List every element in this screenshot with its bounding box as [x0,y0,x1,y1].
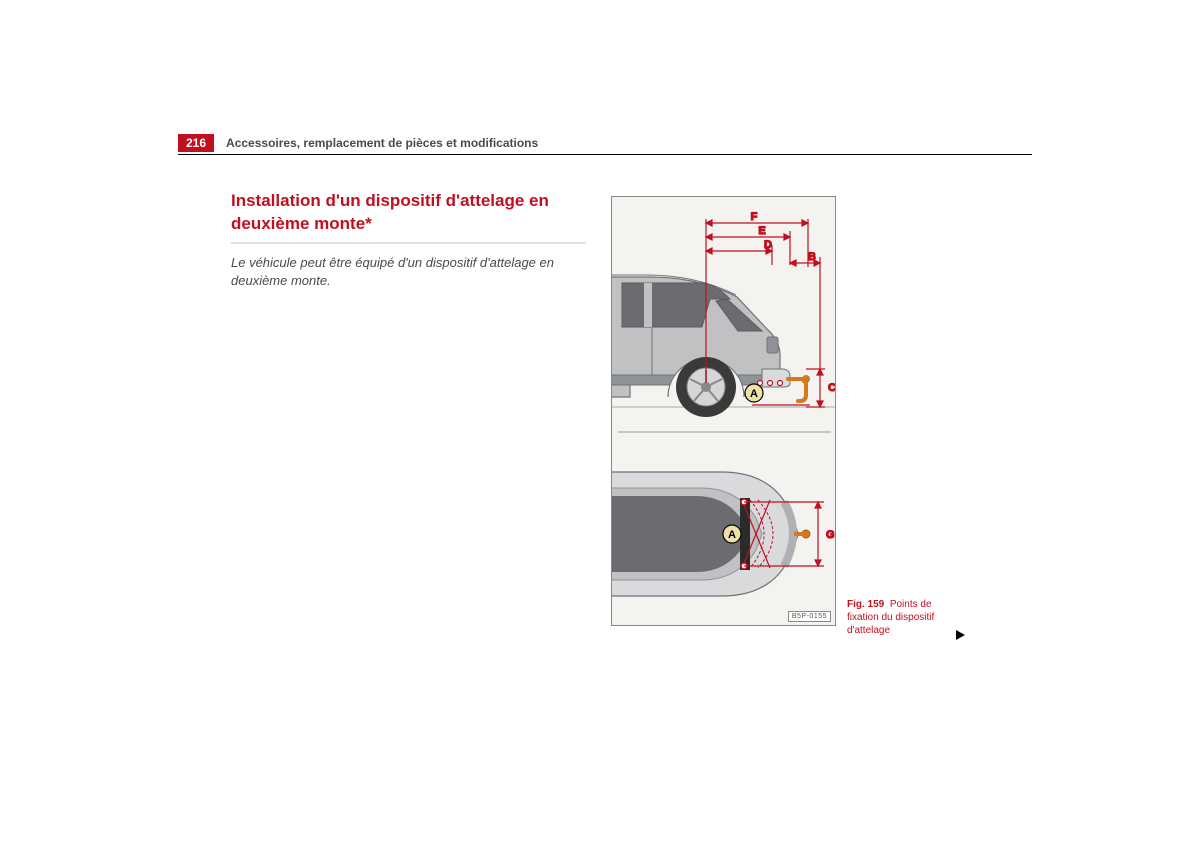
svg-text:C: C [828,382,836,394]
car-top-view: G A [612,472,835,596]
figure-ref-id: B5P-0155 [788,611,831,622]
svg-text:D: D [764,239,772,251]
svg-text:E: E [758,225,765,237]
svg-text:G: G [826,529,835,541]
svg-text:B: B [808,251,816,263]
figure-caption: Fig. 159 Points de fixation du dispositi… [847,598,957,637]
header-title: Accessoires, remplacement de pièces et m… [226,136,538,150]
car-side-view [612,275,810,417]
marker-a-top: A [745,384,763,402]
svg-text:A: A [728,529,736,541]
svg-text:F: F [751,211,758,223]
figure-caption-label: Fig. 159 [847,599,884,610]
section-heading: Installation d'un dispositif d'attelage … [231,190,586,244]
svg-text:A: A [750,388,758,400]
page-header: 216 Accessoires, remplacement de pièces … [178,134,1032,155]
figure-box: F E D B C [611,196,836,626]
continue-arrow-icon [956,630,965,640]
section-subheading: Le véhicule peut être équipé d'un dispos… [231,254,586,290]
marker-a-bottom: A [723,525,741,543]
diagram-svg: F E D B C [612,197,836,626]
page-number: 216 [178,134,214,152]
